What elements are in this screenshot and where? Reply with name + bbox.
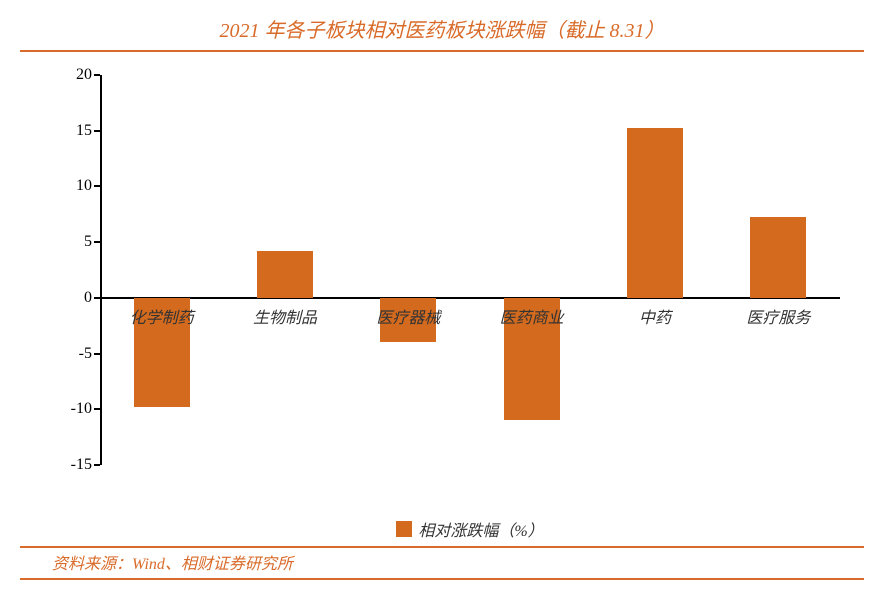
y-tick-mark [94, 74, 100, 76]
legend-label: 相对涨跌幅（%） [418, 523, 543, 540]
category-label: 中药 [639, 304, 671, 328]
rule-bottom-lower [20, 578, 864, 580]
plot-area: 相对涨跌幅（%） -15-10-505101520化学制药生物制品医疗器械医药商… [100, 75, 840, 465]
source-label: 资料来源：Wind、相财证券研究所 [52, 550, 293, 574]
y-tick-mark [94, 185, 100, 187]
category-label: 生物制品 [253, 304, 317, 328]
bar [257, 251, 313, 298]
y-tick-mark [94, 130, 100, 132]
category-label: 化学制药 [130, 304, 194, 328]
y-tick-mark [94, 353, 100, 355]
y-tick-mark [94, 408, 100, 410]
category-label: 医疗器械 [376, 304, 440, 328]
bar [627, 128, 683, 297]
y-tick-mark [94, 297, 100, 299]
legend-swatch [396, 521, 412, 537]
chart-container: 2021 年各子板块相对医药板块涨跌幅（截止 8.31） 资料来源：Wind、相… [0, 0, 884, 592]
bar [750, 217, 806, 298]
chart-title: 2021 年各子板块相对医药板块涨跌幅（截止 8.31） [220, 20, 665, 42]
category-label: 医疗服务 [746, 304, 810, 328]
y-tick-mark [94, 464, 100, 466]
y-axis [100, 75, 102, 465]
rule-bottom-upper [20, 546, 864, 548]
rule-top [20, 50, 864, 52]
y-tick-mark [94, 241, 100, 243]
chart-title-wrap: 2021 年各子板块相对医药板块涨跌幅（截止 8.31） [0, 0, 884, 49]
x-axis-zero [100, 297, 840, 299]
category-label: 医药商业 [500, 304, 564, 328]
legend: 相对涨跌幅（%） [100, 517, 840, 541]
